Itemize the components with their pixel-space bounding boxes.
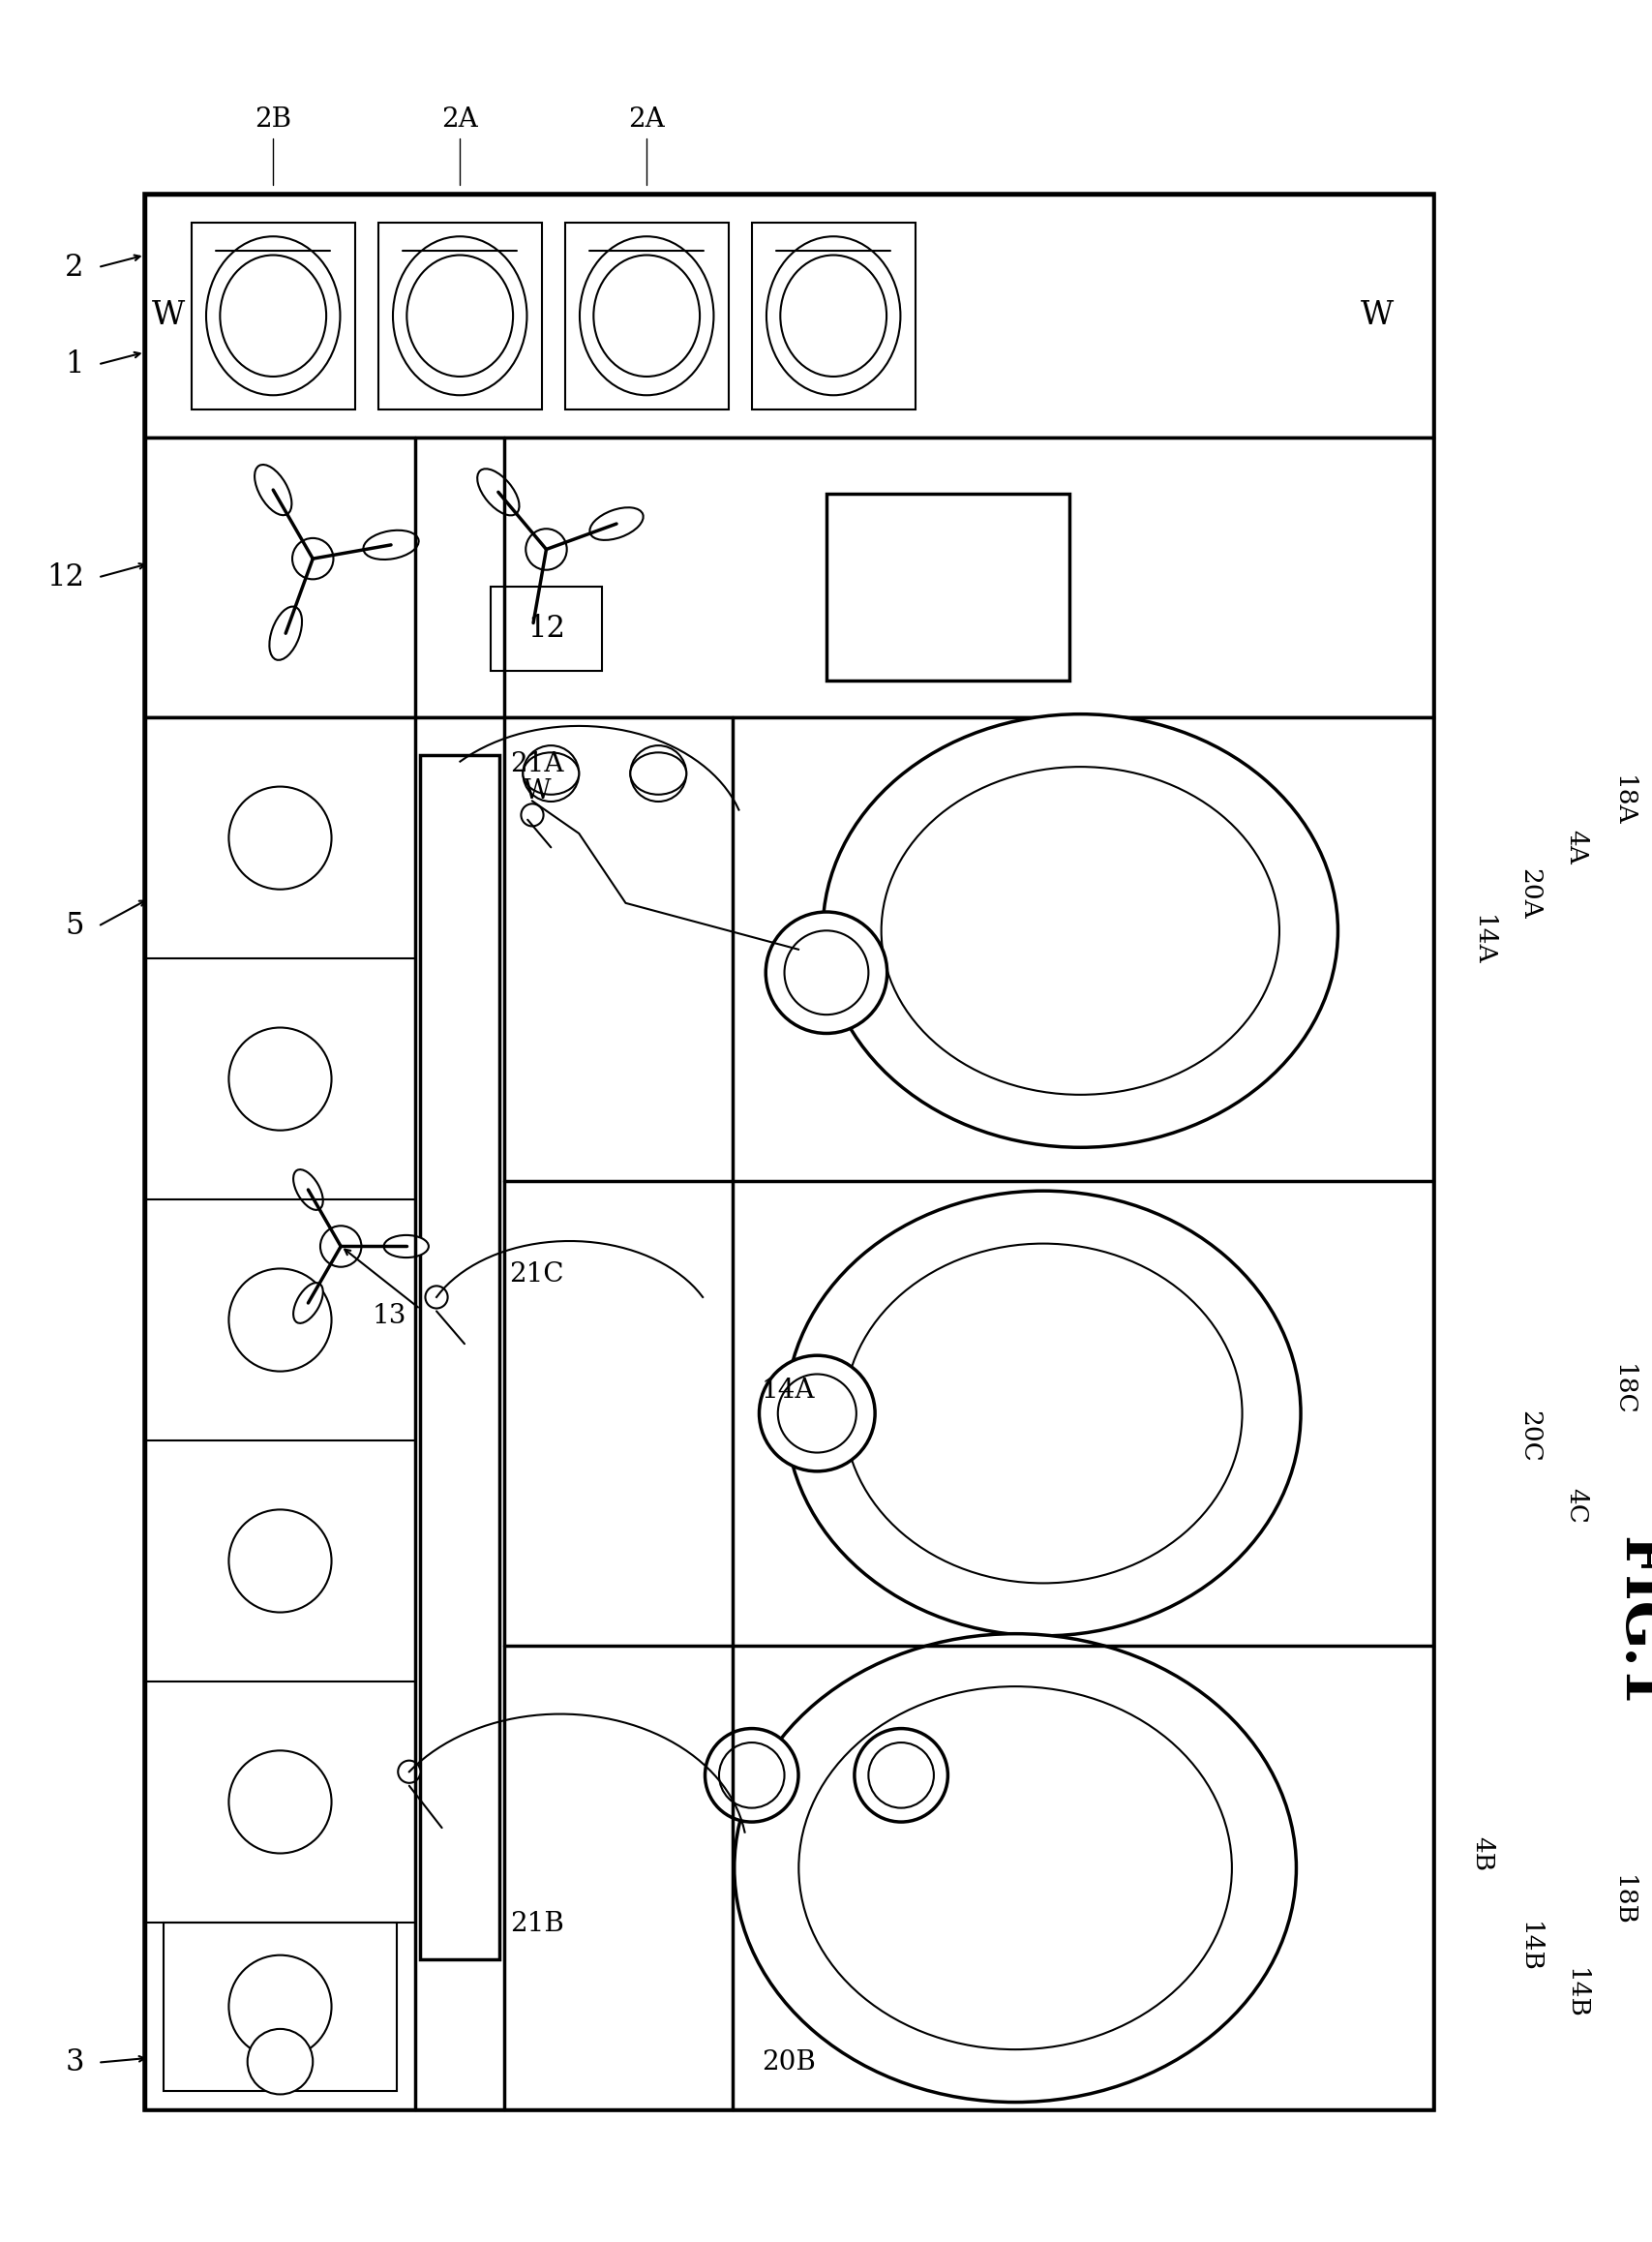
Text: 2: 2	[64, 253, 84, 282]
Text: 21A: 21A	[510, 751, 563, 778]
Text: FIG.1: FIG.1	[1611, 1536, 1652, 1708]
Text: 4C: 4C	[1563, 1489, 1588, 1525]
Bar	[145, 195, 1432, 437]
Text: 4A: 4A	[1563, 830, 1588, 865]
Ellipse shape	[220, 256, 325, 377]
Text: 20B: 20B	[762, 2049, 816, 2076]
Ellipse shape	[254, 464, 291, 516]
Circle shape	[320, 1226, 362, 1267]
Ellipse shape	[881, 767, 1279, 1094]
Text: 14A: 14A	[1470, 915, 1493, 966]
Circle shape	[228, 1269, 332, 1372]
Circle shape	[228, 1509, 332, 1612]
Text: 18C: 18C	[1611, 1363, 1634, 1417]
Circle shape	[525, 529, 567, 569]
Ellipse shape	[393, 235, 527, 395]
Circle shape	[765, 912, 887, 1034]
Circle shape	[629, 747, 686, 803]
Bar	[565, 222, 729, 410]
Text: 2A: 2A	[441, 108, 477, 132]
Circle shape	[292, 538, 334, 578]
Text: W: W	[522, 778, 550, 805]
Bar	[491, 587, 601, 670]
Ellipse shape	[406, 256, 512, 377]
Text: W: W	[152, 300, 185, 332]
Ellipse shape	[593, 256, 699, 377]
Text: 2B: 2B	[254, 108, 291, 132]
Text: 21C: 21C	[509, 1260, 563, 1287]
Ellipse shape	[844, 1244, 1241, 1583]
Ellipse shape	[363, 531, 418, 560]
Text: 12: 12	[46, 563, 84, 592]
Bar	[378, 222, 542, 410]
Circle shape	[719, 1742, 785, 1807]
Bar	[420, 756, 499, 1960]
Bar	[192, 222, 355, 410]
Text: 20A: 20A	[1517, 868, 1541, 919]
Circle shape	[398, 1760, 420, 1782]
Circle shape	[758, 1356, 874, 1471]
Text: 1: 1	[64, 350, 84, 379]
Ellipse shape	[785, 1191, 1300, 1637]
Bar	[145, 437, 1432, 717]
Text: 13: 13	[372, 1303, 406, 1330]
Bar	[145, 717, 1432, 2110]
Text: 4B: 4B	[1470, 1836, 1493, 1872]
Ellipse shape	[519, 594, 547, 650]
Circle shape	[228, 1751, 332, 1854]
Circle shape	[867, 1742, 933, 1807]
Circle shape	[228, 787, 332, 890]
Bar	[826, 493, 1069, 679]
Ellipse shape	[292, 1170, 322, 1211]
Ellipse shape	[269, 608, 302, 659]
Circle shape	[228, 1027, 332, 1130]
Circle shape	[520, 805, 544, 827]
Ellipse shape	[798, 1686, 1231, 2049]
Circle shape	[778, 1374, 856, 1453]
Ellipse shape	[733, 1634, 1295, 2103]
Circle shape	[854, 1729, 947, 1823]
Bar	[145, 195, 1432, 2110]
Text: 12: 12	[527, 614, 565, 643]
Ellipse shape	[767, 235, 900, 395]
Text: 20C: 20C	[1517, 1410, 1541, 1462]
Text: 14B: 14B	[1517, 1921, 1541, 1973]
Circle shape	[425, 1287, 448, 1309]
Circle shape	[705, 1729, 798, 1823]
Ellipse shape	[580, 235, 714, 395]
Ellipse shape	[292, 1282, 322, 1323]
Ellipse shape	[206, 235, 340, 395]
Text: 3: 3	[64, 2047, 84, 2078]
Ellipse shape	[629, 753, 686, 794]
Ellipse shape	[780, 256, 885, 377]
Bar	[752, 222, 915, 410]
Text: 5: 5	[64, 910, 84, 942]
Text: 18A: 18A	[1611, 776, 1634, 827]
Ellipse shape	[383, 1235, 428, 1258]
Ellipse shape	[590, 507, 643, 540]
Circle shape	[248, 2029, 312, 2094]
Text: 21B: 21B	[509, 1910, 563, 1937]
Text: 2A: 2A	[628, 108, 664, 132]
Ellipse shape	[477, 469, 519, 516]
Text: 18B: 18B	[1611, 1874, 1634, 1926]
Text: 14B: 14B	[1563, 1968, 1588, 2018]
Text: 14A: 14A	[760, 1377, 814, 1403]
Bar	[164, 1921, 396, 2090]
Ellipse shape	[522, 753, 578, 794]
Circle shape	[785, 930, 867, 1016]
Ellipse shape	[823, 715, 1336, 1148]
Circle shape	[228, 1955, 332, 2058]
Text: W: W	[1360, 300, 1393, 332]
Circle shape	[522, 747, 578, 803]
